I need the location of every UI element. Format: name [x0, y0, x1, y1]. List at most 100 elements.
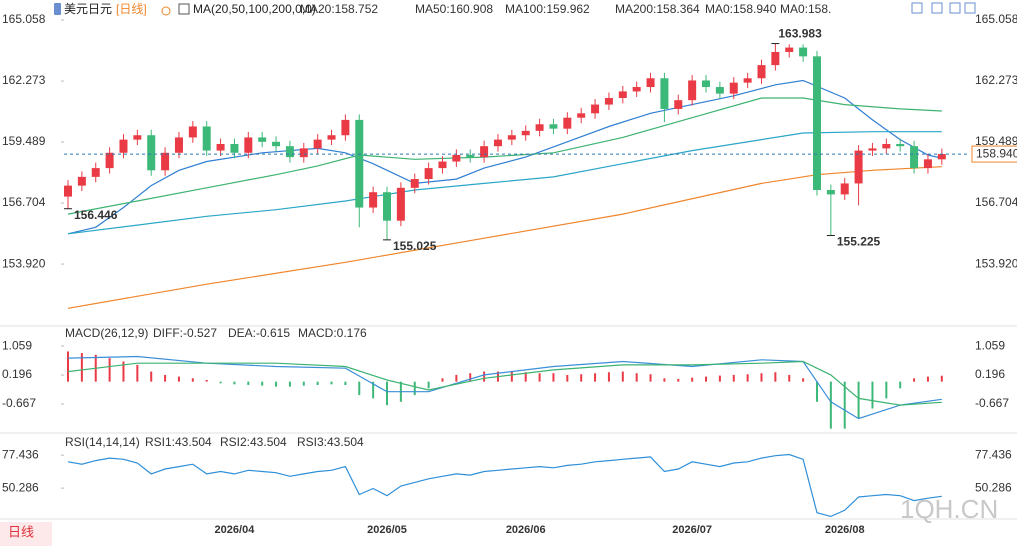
macd-bar — [871, 381, 874, 409]
macd-bar — [67, 351, 69, 382]
macd-bar — [316, 381, 319, 385]
candle-body — [910, 146, 919, 169]
y-tick-label: 153.920 — [2, 256, 46, 270]
macd-bar — [746, 374, 749, 382]
legend-entry: RSI2:43.504 — [220, 435, 287, 449]
tool-icon[interactable] — [949, 2, 961, 14]
macd-bar — [635, 373, 638, 382]
ma-line — [67, 79, 942, 235]
macd-line — [67, 355, 942, 420]
candle-body — [383, 192, 392, 221]
macd-bar — [80, 353, 83, 382]
macd-bar — [552, 373, 555, 382]
macd-bar — [649, 374, 652, 382]
symbol-icon — [54, 3, 61, 15]
macd-bar — [510, 371, 513, 382]
macd-bar — [788, 374, 791, 382]
candle-body — [438, 161, 447, 169]
macd-bar — [829, 381, 832, 429]
legend-entry: MA100:159.962 — [505, 2, 590, 16]
macd-bar — [566, 374, 569, 382]
y-tick-label-right: 153.920 — [975, 256, 1017, 270]
candle-body — [119, 139, 128, 153]
ma-params: MA(20,50,100,200,0,0) — [193, 2, 316, 16]
macd-bar — [455, 374, 458, 382]
candle-body — [743, 78, 752, 83]
tab[interactable]: 日线 — [8, 524, 34, 539]
candle-body — [854, 150, 863, 184]
period[interactable]: [日线] — [116, 2, 147, 16]
y-tick-label-right: -0.667 — [975, 396, 1009, 410]
tool-icon[interactable] — [931, 2, 943, 14]
candle-body — [882, 143, 891, 149]
candle-body — [161, 152, 170, 171]
y-tick-label-right: 159.489 — [975, 134, 1017, 148]
y-tick-label: -0.667 — [2, 396, 36, 410]
candle-body — [868, 148, 877, 151]
candle-body — [660, 78, 669, 109]
x-tick-label: 2026/05 — [367, 524, 407, 536]
candle-body — [604, 97, 613, 105]
macd-bar — [760, 373, 763, 382]
macd-bar — [302, 381, 305, 386]
candle-body — [785, 47, 794, 52]
last-price-label: 158.940 — [976, 146, 1017, 160]
panel-title: RSI(14,14,14) — [65, 435, 140, 449]
annotation: 155.225 — [837, 235, 881, 249]
x-tick-label: 2026/06 — [506, 524, 546, 536]
legend-entry: MA200:158.364 — [615, 2, 700, 16]
macd-bar — [441, 378, 444, 382]
macd-bar — [926, 376, 929, 382]
macd-bar — [164, 374, 167, 382]
annotation: 163.983 — [778, 27, 822, 41]
candle-body — [521, 130, 530, 136]
y-tick-label: 0.196 — [2, 367, 32, 381]
y-tick-label: 1.059 — [2, 338, 32, 352]
candle-body — [618, 91, 627, 98]
macd-bar — [802, 378, 805, 382]
ma-icon[interactable] — [178, 3, 190, 15]
y-tick-label: 156.704 — [2, 195, 46, 209]
y-tick-label: 162.273 — [2, 73, 46, 87]
tab-bg[interactable] — [0, 522, 52, 546]
macd-bar — [122, 361, 125, 382]
macd-bar — [233, 381, 236, 385]
candle-body — [327, 135, 336, 140]
candle-body — [174, 137, 183, 153]
candle-body — [826, 190, 835, 195]
tool-icon[interactable] — [964, 2, 976, 14]
candle-body — [549, 124, 558, 129]
tool-icon[interactable] — [911, 2, 923, 14]
macd-bar — [705, 376, 708, 382]
y-tick-label: 77.436 — [2, 447, 39, 461]
y-tick-label: 159.489 — [2, 134, 46, 148]
macd-bar — [330, 381, 333, 385]
macd-bar — [136, 364, 139, 382]
candle-body — [272, 141, 281, 147]
candle-body — [632, 87, 641, 92]
candle-body — [688, 80, 697, 101]
candle-body — [188, 126, 197, 138]
y-tick-label: 50.286 — [2, 480, 39, 494]
legend-entry: MA20:158.752 — [300, 2, 378, 16]
ma-line — [67, 131, 942, 235]
legend-entry: RSI1:43.504 — [145, 435, 212, 449]
candle-body — [216, 143, 225, 151]
macd-bar — [940, 375, 943, 382]
x-tick-label: 2026/08 — [825, 524, 865, 536]
add-icon[interactable] — [161, 6, 171, 16]
macd-line — [67, 360, 942, 406]
candle-body — [77, 176, 86, 186]
candle-body — [64, 185, 72, 197]
y-tick-label: 165.058 — [2, 12, 46, 26]
macd-bar — [677, 378, 680, 382]
macd-bar — [469, 373, 472, 382]
candle-body — [715, 87, 724, 94]
macd-bar — [413, 381, 416, 396]
macd-bar — [247, 381, 250, 385]
candle-body — [258, 137, 267, 142]
candle-body — [105, 152, 114, 169]
